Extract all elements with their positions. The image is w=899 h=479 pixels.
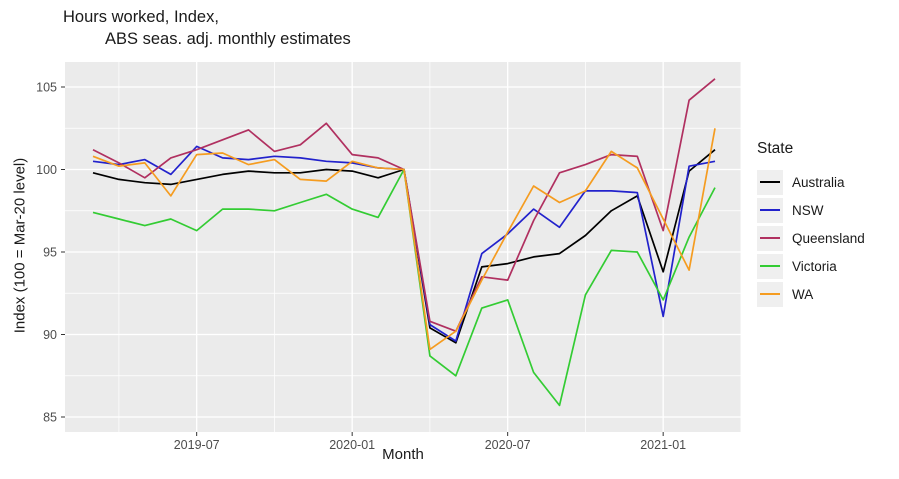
legend-item-victoria: Victoria — [757, 252, 865, 280]
legend: State Australia NSW Queensland Victoria … — [757, 140, 865, 308]
legend-item-nsw: NSW — [757, 196, 865, 224]
legend-line-swatch — [760, 208, 780, 212]
legend-label: NSW — [792, 202, 824, 218]
legend-title: State — [757, 140, 794, 157]
legend-label: Queensland — [792, 230, 865, 246]
legend-line-swatch — [760, 180, 780, 184]
y-axis-title: Index (100 = Mar-20 level) — [11, 157, 29, 334]
legend-item-australia: Australia — [757, 168, 865, 196]
y-tick-label: 95 — [43, 246, 57, 260]
x-axis-title: Month — [382, 446, 424, 463]
x-tick-label: 2021-01 — [640, 438, 686, 452]
legend-label: WA — [792, 286, 814, 302]
y-tick-label: 85 — [43, 411, 57, 425]
y-tick-label: 105 — [36, 81, 57, 95]
y-tick-label: 100 — [36, 163, 57, 177]
y-tick-label: 90 — [43, 328, 57, 342]
chart-title-line1: Hours worked, Index, — [63, 8, 219, 26]
chart-title: Hours worked, Index, ABS seas. adj. mont… — [63, 6, 351, 50]
legend-label: Victoria — [792, 258, 837, 274]
legend-key — [757, 281, 783, 307]
legend-item-wa: WA — [757, 280, 865, 308]
legend-key — [757, 197, 783, 223]
x-tick-label: 2020-01 — [329, 438, 375, 452]
legend-label: Australia — [792, 174, 845, 190]
plot-panel — [65, 62, 741, 432]
legend-line-swatch — [760, 236, 780, 240]
x-tick-label: 2019-07 — [174, 438, 220, 452]
legend-item-queensland: Queensland — [757, 224, 865, 252]
series-line-wa — [92, 128, 716, 351]
x-tick-label: 2020-07 — [485, 438, 531, 452]
legend-line-swatch — [760, 292, 780, 296]
legend-key — [757, 253, 783, 279]
legend-key — [757, 169, 783, 195]
legend-key — [757, 225, 783, 251]
chart-title-line2: ABS seas. adj. monthly estimates — [105, 30, 351, 48]
legend-line-swatch — [760, 264, 780, 268]
